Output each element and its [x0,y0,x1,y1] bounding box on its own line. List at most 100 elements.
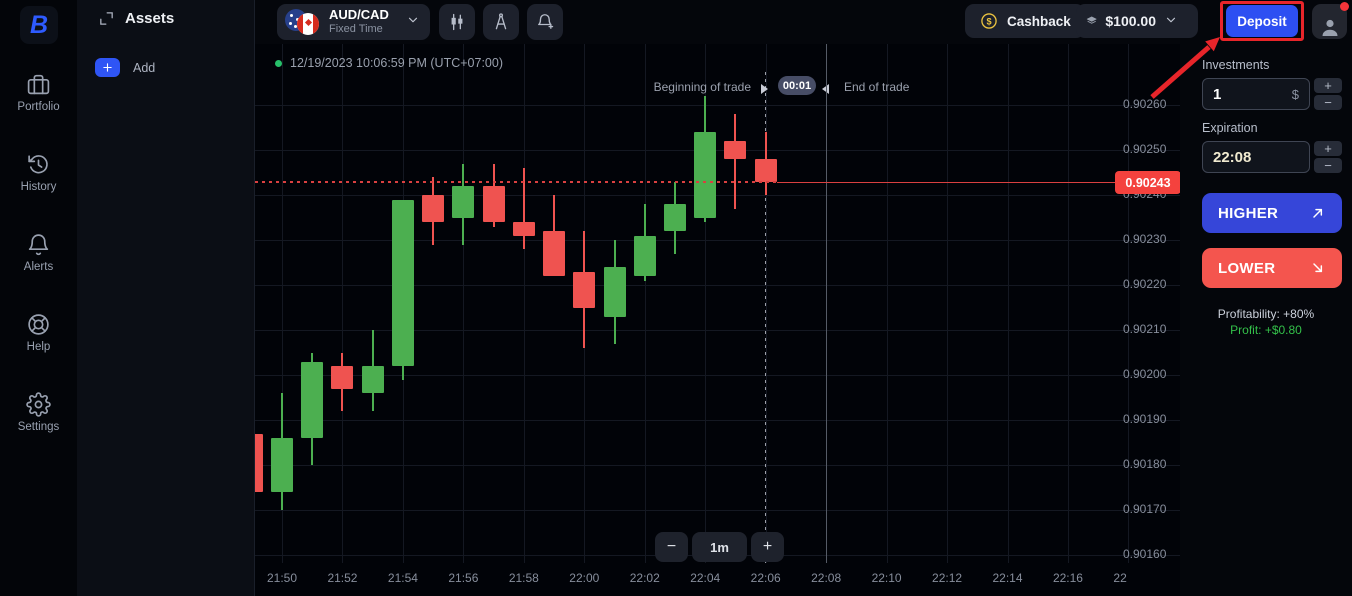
sidebar: B Portfolio History Alerts Help Settings [0,0,77,596]
expiration-row: + − [1202,141,1342,173]
candle-body [754,159,777,182]
zoom-in-button[interactable]: + [751,532,784,562]
time-tick: 22:08 [811,571,842,585]
expiration-increase-button[interactable]: + [1314,141,1342,156]
investments-label: Investments [1202,58,1270,72]
price-tick: 0.90190 [1123,412,1167,426]
zoom-out-button[interactable]: − [655,532,688,562]
cashback-button[interactable]: $ Cashback [965,4,1085,38]
candle-body [301,361,324,438]
add-asset-row[interactable]: Add [95,58,155,77]
grid-vline [463,44,465,563]
candle-body [663,204,686,231]
grid-hline [255,375,1180,376]
time-tick: 22:16 [1052,571,1083,585]
chart-type-button[interactable] [439,4,475,40]
sidebar-item-label: Portfolio [17,101,60,113]
chart-timestamp: 12/19/2023 10:06:59 PM (UTC+07:00) [275,56,503,70]
price-tick: 0.90170 [1123,502,1167,516]
bell-icon [28,234,49,256]
sidebar-item-settings[interactable]: Settings [0,392,77,454]
drawing-tools-button[interactable] [483,4,519,40]
current-price-line [776,182,1117,183]
balance-selector[interactable]: $100.00 [1076,4,1198,38]
time-tick: 21:54 [387,571,418,585]
assets-title: Assets [125,10,175,27]
logo-icon: B [29,10,49,39]
sidebar-item-label: History [20,181,57,193]
add-asset-button[interactable] [95,58,120,77]
sidebar-item-portfolio[interactable]: Portfolio [0,72,77,134]
higher-button[interactable]: HIGHER [1202,193,1342,233]
deposit-button[interactable]: Deposit [1226,5,1298,37]
candle-body [361,366,384,393]
candle-body [422,195,445,222]
grid-vline [765,44,767,563]
add-alert-button[interactable] [527,4,563,40]
timestamp-text: 12/19/2023 10:06:59 PM (UTC+07:00) [290,56,503,70]
pair-name: AUD/CAD [329,7,389,22]
end-of-trade-label: End of trade [844,80,910,94]
chevron-down-icon [406,13,420,32]
chart-zoom-controls: − 1m + [655,532,784,562]
trade-begin-line [765,72,766,563]
candle-body [512,222,535,236]
investment-increase-button[interactable]: + [1314,78,1342,93]
drawing-compass-icon [495,13,507,30]
grid-vline [523,44,525,563]
expiration-label: Expiration [1202,121,1258,135]
candle-body [391,199,414,366]
grid-hline [255,150,1180,151]
expiration-input[interactable] [1213,148,1273,166]
time-tick: 22:10 [871,571,902,585]
life-buoy-icon [28,314,49,335]
investment-field[interactable]: $ [1202,78,1310,110]
investment-input[interactable] [1213,85,1273,103]
sidebar-item-label: Help [26,341,51,353]
time-tick: 22:00 [569,571,600,585]
chevron-down-icon [1164,13,1178,30]
sidebar-item-help[interactable]: Help [0,312,77,374]
time-tick: 22:14 [992,571,1023,585]
candle-wick [734,114,737,209]
grid-hline [255,285,1180,286]
grid-vline [1067,44,1069,563]
candlestick-plot[interactable]: 12/19/2023 10:06:59 PM (UTC+07:00) Begin… [255,44,1180,596]
price-tick: 0.90180 [1123,457,1167,471]
topbar: AUD/CAD Fixed Time $ Cashback $100.00 [255,0,1352,44]
candle-wick [522,168,525,249]
time-axis: 21:50 21:52 21:54 21:56 21:58 22:00 22:02 22:04… [255,571,1127,589]
live-dot-icon [275,59,282,67]
interval-selector[interactable]: 1m [692,532,747,562]
assets-icon [100,12,113,25]
asset-pair-selector[interactable]: AUD/CAD Fixed Time [277,4,430,40]
investments-row: $ + − [1202,78,1342,110]
sidebar-item-history[interactable]: History [0,152,77,214]
trade-countdown-badge: 00:01 [778,76,816,95]
app-logo[interactable]: B [20,6,58,44]
time-tick: 22:18 [1113,571,1127,585]
sidebar-item-alerts[interactable]: Alerts [0,232,77,294]
expiration-field[interactable] [1202,141,1310,173]
investment-decrease-button[interactable]: − [1314,95,1342,110]
expiration-decrease-button[interactable]: − [1314,158,1342,173]
time-tick: 21:52 [327,571,358,585]
balance-stack-icon [1086,16,1097,24]
cashback-label: Cashback [1007,13,1071,29]
svg-text:$: $ [986,16,991,26]
profitability-text: Profitability: +80% [1217,307,1315,321]
grid-vline [342,44,344,563]
main-area: AUD/CAD Fixed Time $ Cashback $100.00 [255,0,1352,596]
begin-of-trade-label: Beginning of trade [653,80,751,94]
price-tick: 0.90230 [1123,232,1167,246]
avatar[interactable] [1312,2,1349,39]
candle-body [633,235,656,276]
lower-button[interactable]: LOWER [1202,248,1342,288]
candle-body [452,186,475,218]
history-clock-icon [28,155,48,174]
sidebar-item-label: Alerts [23,261,54,273]
time-tick: 22:12 [932,571,963,585]
grid-hline [255,465,1180,466]
triangle-right-icon [761,84,768,94]
